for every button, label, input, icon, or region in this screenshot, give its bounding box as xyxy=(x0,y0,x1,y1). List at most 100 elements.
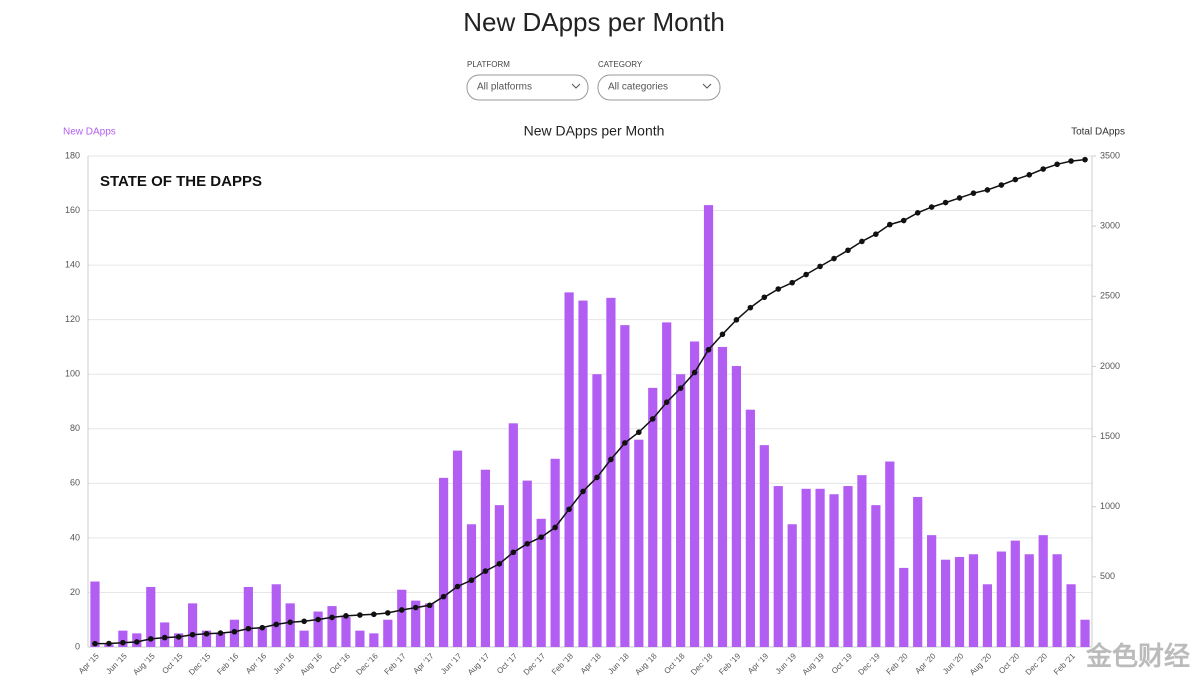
line-point xyxy=(566,506,572,513)
line-point xyxy=(454,583,461,590)
line-point xyxy=(510,549,517,556)
bar xyxy=(1066,584,1076,647)
bar xyxy=(829,494,839,647)
x-tick-label: Apr '17 xyxy=(411,651,436,676)
filter-label: PLATFORM xyxy=(467,60,510,69)
line-point xyxy=(1068,158,1074,164)
line-point xyxy=(524,540,531,547)
x-tick-label: Jun '19 xyxy=(774,651,799,676)
bar xyxy=(815,488,825,647)
line-point xyxy=(636,429,642,436)
bar xyxy=(327,606,337,647)
filter-label: CATEGORY xyxy=(598,60,643,69)
bar xyxy=(536,518,546,647)
x-tick-label: Feb '21 xyxy=(1052,651,1077,676)
line-point xyxy=(873,231,879,237)
chevron xyxy=(571,83,581,89)
line-point xyxy=(1040,166,1046,172)
x-tick-label: Jun '17 xyxy=(439,651,464,676)
line-point xyxy=(831,255,837,262)
bar xyxy=(1010,540,1020,647)
x-tick-label: Oct '18 xyxy=(662,651,686,675)
bar xyxy=(885,461,895,647)
line-point xyxy=(998,182,1005,188)
line-point xyxy=(552,524,558,531)
bar xyxy=(452,450,463,647)
line-point xyxy=(608,456,614,463)
bar xyxy=(271,584,281,647)
x-tick-label: Dec '18 xyxy=(689,651,715,677)
chevron xyxy=(702,83,712,89)
x-tick-label: Feb '16 xyxy=(215,651,240,676)
x-tick-label: Feb '17 xyxy=(383,651,408,676)
grid xyxy=(88,155,1092,648)
bar xyxy=(996,551,1006,647)
line-point xyxy=(412,604,419,611)
line-point xyxy=(385,610,391,616)
line-point xyxy=(845,247,851,254)
bar xyxy=(857,475,867,647)
bar xyxy=(843,486,853,647)
line-point xyxy=(677,385,684,391)
chart-title: New DApps per Month xyxy=(524,123,665,139)
bar xyxy=(940,559,951,647)
x-tick-label: Dec '20 xyxy=(1024,651,1050,677)
bar xyxy=(968,554,979,647)
x-tick-label: Aug '15 xyxy=(131,651,157,677)
y-tick-label: 0 xyxy=(75,641,80,651)
bar xyxy=(201,630,212,647)
dropdown[interactable] xyxy=(466,74,589,101)
x-tick-label: Dec '17 xyxy=(522,651,548,677)
x-tick-label: Apr '19 xyxy=(746,651,771,676)
y2-tick-label: 2500 xyxy=(1100,291,1120,301)
bar xyxy=(160,622,170,647)
y-tick-label: 80 xyxy=(70,423,80,433)
dropdown[interactable] xyxy=(597,74,721,101)
x-tick-label: Oct '17 xyxy=(495,651,519,675)
line-point xyxy=(134,639,140,645)
line-point xyxy=(733,317,740,323)
line-point xyxy=(1012,176,1019,183)
x-tick-label: Aug '20 xyxy=(968,651,994,677)
y2-tick-label: 2000 xyxy=(1100,361,1120,371)
dropdown-value[interactable]: All categories xyxy=(608,82,668,93)
line-point xyxy=(622,440,628,446)
bar xyxy=(1080,619,1090,647)
dropdown-value[interactable]: All platforms xyxy=(477,82,532,93)
bar xyxy=(187,603,198,647)
bar xyxy=(550,458,560,647)
y2-axis-label: Total DApps xyxy=(1071,127,1125,138)
line-point xyxy=(580,488,586,495)
x-tick-label: Dec '15 xyxy=(187,651,213,677)
line-point xyxy=(1082,156,1088,163)
x-tick-label: Aug '18 xyxy=(633,651,659,677)
bar xyxy=(341,616,351,647)
y-tick-label: 40 xyxy=(70,532,80,542)
page-title: New DApps per Month xyxy=(463,7,725,37)
bar xyxy=(383,619,393,647)
bar xyxy=(299,630,309,647)
line-point xyxy=(942,199,949,206)
bar xyxy=(564,292,574,647)
bar xyxy=(662,322,672,647)
line-point xyxy=(789,279,795,286)
y2-tick-label: 1000 xyxy=(1100,501,1120,511)
y2-tick-label: 1500 xyxy=(1100,431,1120,441)
y-axis-label: New DApps xyxy=(63,127,116,138)
line-point xyxy=(956,195,963,201)
bar xyxy=(397,589,407,647)
bar xyxy=(466,524,477,647)
line-point xyxy=(440,593,447,600)
line-point xyxy=(887,221,893,228)
line-point xyxy=(761,294,768,301)
line-point xyxy=(398,607,405,613)
bar xyxy=(313,611,323,647)
line-point xyxy=(92,640,98,647)
bar xyxy=(606,297,616,647)
bar xyxy=(689,341,700,647)
line-point xyxy=(426,602,433,609)
y-tick-label: 180 xyxy=(65,150,80,160)
line-point xyxy=(203,631,210,637)
line-point xyxy=(175,634,182,640)
